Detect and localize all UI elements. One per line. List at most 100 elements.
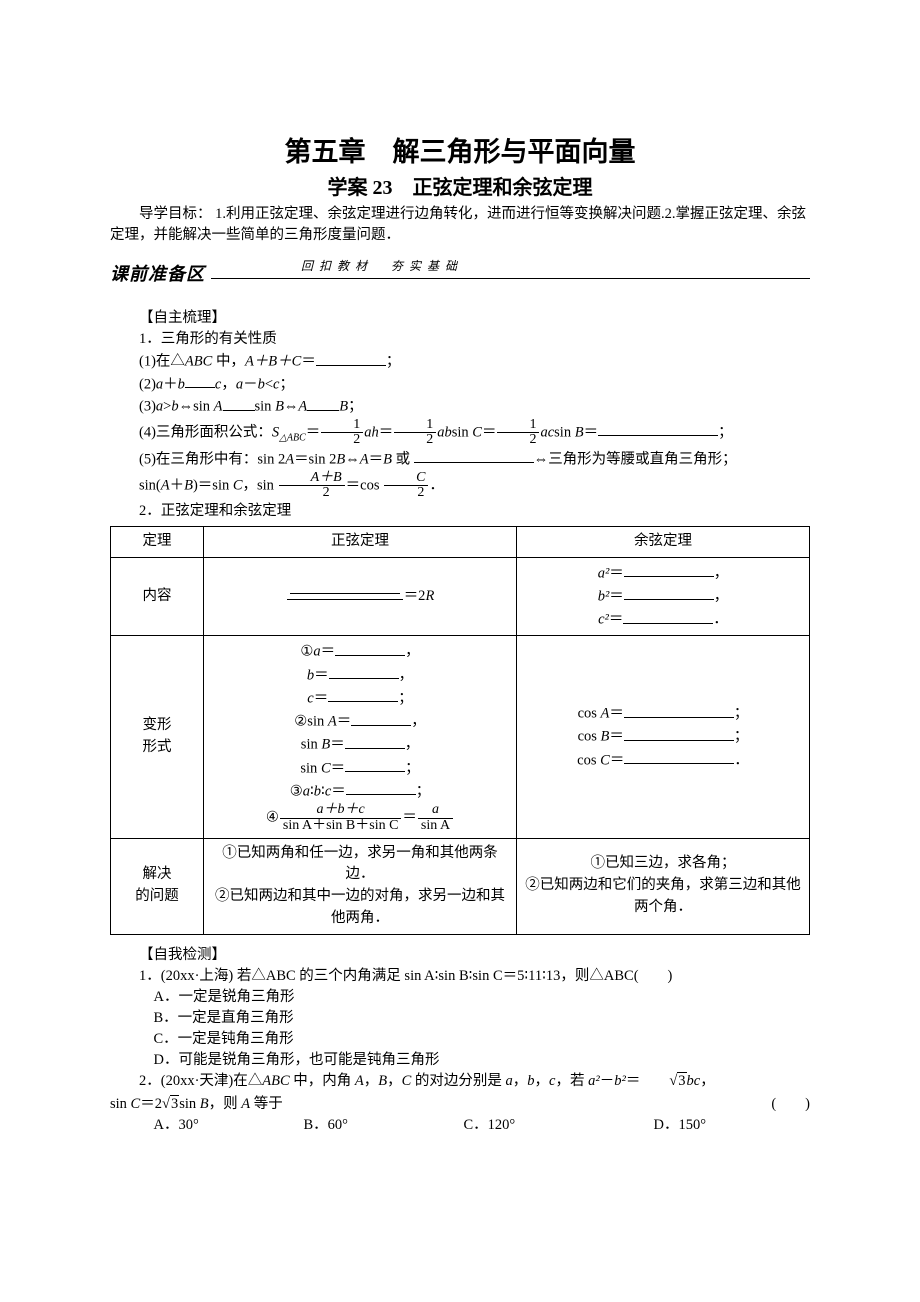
sym-abc: ABC [185,354,212,370]
text: cos [578,706,601,722]
text: ＝2 [140,1096,162,1112]
text: ②已知两边和其中一边的对角，求另一边和其他两角． [210,886,510,930]
sym: B [275,399,284,415]
text: ； [734,706,749,722]
sym: a [303,783,310,799]
td-solve-label: 解决 的问题 [111,838,204,934]
text: ， [714,588,729,604]
blank [345,733,405,749]
td-sine-form: ①a＝， b＝， c＝； ②sin A＝， sin B＝， sin C＝； ③a… [204,636,517,838]
sym: b² [598,588,610,604]
text: sin [554,424,575,440]
q1-option-d: D．可能是锐角三角形，也可能是钝角三角形 [110,1050,810,1071]
text: ②已知两边和它们的夹角，求第三边和其他两个角． [523,875,803,919]
blank [345,757,405,773]
blank [328,687,398,703]
frac: C2 [384,471,428,501]
q1-option-b: B．一定是直角三角形 [110,1008,810,1029]
text: sin( [139,477,161,493]
text: ＝sin 2 [294,451,336,467]
chapter-title: 第五章 解三角形与平面向量 [110,130,810,169]
text: ① [300,644,313,660]
text: ， [700,1073,715,1089]
sym: A [241,1096,250,1112]
table-row: 解决 的问题 ①已知两角和任一边，求另一角和其他两条边． ②已知两边和其中一边的… [111,838,810,934]
heading-ziwo: 【自我检测】 [110,945,810,966]
sqrt-icon: 3 [640,1071,686,1092]
text: )＝sin [193,477,233,493]
q1-option-c: C．一定是钝角三角形 [110,1029,810,1050]
sym: C [472,424,482,440]
text: ； [348,399,363,415]
text: ； [416,783,431,799]
text: 形式 [117,737,197,759]
th-cosine: 余弦定理 [517,526,810,557]
lesson-title: 学案 23 正弦定理和余弦定理 [110,171,810,200]
text: (2) [139,376,156,392]
td-form-label: 变形 形式 [111,636,204,838]
text: ＝ [369,451,384,467]
sym: a² [598,565,610,581]
text: cos [577,752,600,768]
text: ＝ [402,810,417,826]
sym: A [298,399,307,415]
text: ＝ [330,737,345,753]
text: 等于 [250,1096,283,1112]
sym: C [233,477,243,493]
text: ⇔ [284,399,299,415]
text: ； [386,354,401,370]
text: ＝ [610,752,625,768]
th-theorem: 定理 [111,526,204,557]
text: ＝ [314,667,329,683]
text: 的问题 [117,886,197,908]
text: ＝ [337,714,352,730]
sym: R [425,588,434,604]
sym: B [575,424,584,440]
sym: b [171,399,178,415]
sym: B [200,1096,209,1112]
sym: A [214,399,223,415]
td-cosine-form: cos A＝； cos B＝； cos C＝． [517,636,810,838]
item-1-5: (5)在三角形中有：sin 2A＝sin 2B⇔A＝B 或 ⇔三角形为等腰或直角… [110,448,810,471]
frac: asin A [418,803,453,833]
text: (3) [139,399,156,415]
text: ⇔三角形为等腰或直角三角形； [534,451,737,467]
sym-lt: < [265,376,273,392]
td-sine-content: ＝2R [204,557,517,636]
text: ⇔sin [179,399,214,415]
text: ＝ [609,706,624,722]
intro-text: 导学目标： 1.利用正弦定理、余弦定理进行边角转化，进而进行恒等变换解决问题.2… [110,204,810,246]
blank [335,640,405,656]
blank [290,579,400,594]
text: ＝ [609,729,624,745]
sym: C [131,1096,141,1112]
text: cos [578,729,601,745]
text: ＋ [163,376,178,392]
frac [287,579,403,614]
frac: a＋b＋csin A＋sin B＋sin C [280,803,402,833]
text: sin [300,760,321,776]
text: 中，内角 [290,1073,355,1089]
text: ＝cos [346,477,383,493]
frac: 12 [394,418,436,448]
question-1: 1．(20xx·上海) 若△ABC 的三个内角满足 sin A∶sin B∶si… [110,966,810,987]
text: sin [255,399,276,415]
sym-sum: A＋B＋C [245,354,301,370]
text: ； [398,690,413,706]
section-bar-line [211,278,810,279]
text: ． [713,612,728,628]
text: sin [452,424,473,440]
sym: B [339,399,348,415]
text: ＝ [609,588,624,604]
text: 2．(20xx·天津)在△ [139,1073,262,1089]
text: sin [110,1096,131,1112]
blank [329,664,399,680]
blank [307,395,339,411]
question-2: 2．(20xx·天津)在△ABC 中，内角 A，B，C 的对边分别是 a，b，c… [110,1071,810,1092]
sym: A [161,477,170,493]
sym: c² [598,612,609,628]
text: ，sin [243,477,278,493]
sym: a² [588,1073,600,1089]
text: ＋ [170,477,185,493]
text: ， [364,1073,379,1089]
